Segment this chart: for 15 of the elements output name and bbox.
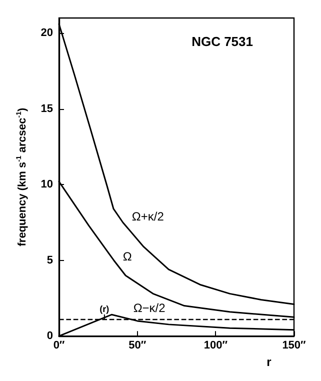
y-tick-label: 15 [40,102,53,115]
series-label: Ω [122,249,132,264]
y-tick-label: 10 [40,178,53,191]
text: NGC 7531 [192,34,253,49]
x-tick-label: 0″ [53,340,66,352]
series-label: Ω−κ/2 [133,300,166,315]
x-tick-label: 100″ [204,340,228,352]
series-label: Ω+κ/2 [132,209,164,224]
x-axis-title: r [266,355,272,369]
annotation: (r) [100,304,110,314]
x-tick-label: 150″ [282,340,307,352]
y-tick-label: 5 [46,254,53,266]
y-tick-label: 0 [46,330,53,342]
x-tick-label: 50″ [128,340,147,352]
y-tick-label: 20 [40,27,53,40]
